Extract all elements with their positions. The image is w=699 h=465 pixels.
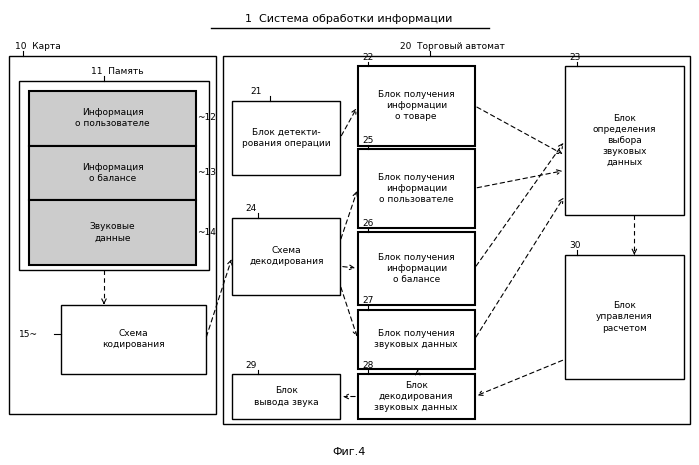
Text: Схема
декодирования: Схема декодирования bbox=[249, 246, 324, 266]
Bar bbox=[358, 148, 475, 228]
Bar bbox=[29, 200, 196, 265]
Text: ~12: ~12 bbox=[196, 113, 215, 122]
Text: ~13: ~13 bbox=[196, 168, 215, 177]
Text: 22: 22 bbox=[362, 53, 373, 62]
Text: Блок получения
информации
о пользователе: Блок получения информации о пользователе bbox=[378, 173, 454, 204]
Text: Блок детекти-
рования операции: Блок детекти- рования операции bbox=[242, 128, 331, 148]
Text: 26: 26 bbox=[362, 219, 373, 228]
Text: 1  Система обработки информации: 1 Система обработки информации bbox=[245, 14, 453, 24]
Text: 30: 30 bbox=[569, 241, 581, 250]
Text: Блок
декодирования
звуковых данных: Блок декодирования звуковых данных bbox=[375, 381, 458, 412]
Bar bbox=[29, 146, 196, 200]
Text: 25: 25 bbox=[362, 135, 373, 145]
Bar bbox=[9, 56, 215, 414]
Bar bbox=[358, 374, 475, 419]
Text: Блок
управления
расчетом: Блок управления расчетом bbox=[596, 301, 653, 332]
Text: Информация
о балансе: Информация о балансе bbox=[82, 163, 143, 183]
Bar bbox=[233, 218, 340, 295]
Text: Звуковые
данные: Звуковые данные bbox=[89, 222, 136, 243]
Text: 10  Карта: 10 Карта bbox=[15, 42, 61, 51]
Bar bbox=[29, 91, 196, 146]
Text: Блок
вывода звука: Блок вывода звука bbox=[254, 386, 319, 406]
Text: Блок получения
звуковых данных: Блок получения звуковых данных bbox=[375, 329, 458, 349]
Text: 20  Торговый автомат: 20 Торговый автомат bbox=[400, 42, 505, 51]
Bar bbox=[233, 101, 340, 175]
Bar bbox=[233, 374, 340, 419]
Text: Фиг.4: Фиг.4 bbox=[332, 447, 366, 457]
Text: 23: 23 bbox=[569, 53, 580, 62]
Text: Блок получения
информации
о товаре: Блок получения информации о товаре bbox=[378, 90, 454, 121]
Text: Схема
кодирования: Схема кодирования bbox=[102, 329, 165, 349]
Bar bbox=[565, 255, 684, 379]
Bar bbox=[61, 305, 206, 374]
Text: 21: 21 bbox=[250, 87, 261, 96]
Bar bbox=[358, 232, 475, 305]
Text: 29: 29 bbox=[245, 361, 257, 370]
Text: 24: 24 bbox=[245, 204, 257, 213]
Text: 11  Память: 11 Память bbox=[91, 67, 144, 76]
Bar bbox=[358, 66, 475, 146]
Text: 28: 28 bbox=[362, 361, 373, 370]
Text: Блок получения
информации
о балансе: Блок получения информации о балансе bbox=[378, 252, 454, 284]
Text: 15~: 15~ bbox=[20, 330, 38, 339]
Text: 27: 27 bbox=[362, 296, 373, 305]
Bar bbox=[565, 66, 684, 215]
Bar bbox=[358, 310, 475, 369]
Bar bbox=[222, 56, 690, 424]
Text: Информация
о пользователе: Информация о пользователе bbox=[75, 108, 150, 128]
Text: Блок
определения
выбора
звуковых
данных: Блок определения выбора звуковых данных bbox=[593, 114, 656, 167]
Text: ~14: ~14 bbox=[196, 227, 215, 237]
Bar bbox=[20, 81, 208, 270]
